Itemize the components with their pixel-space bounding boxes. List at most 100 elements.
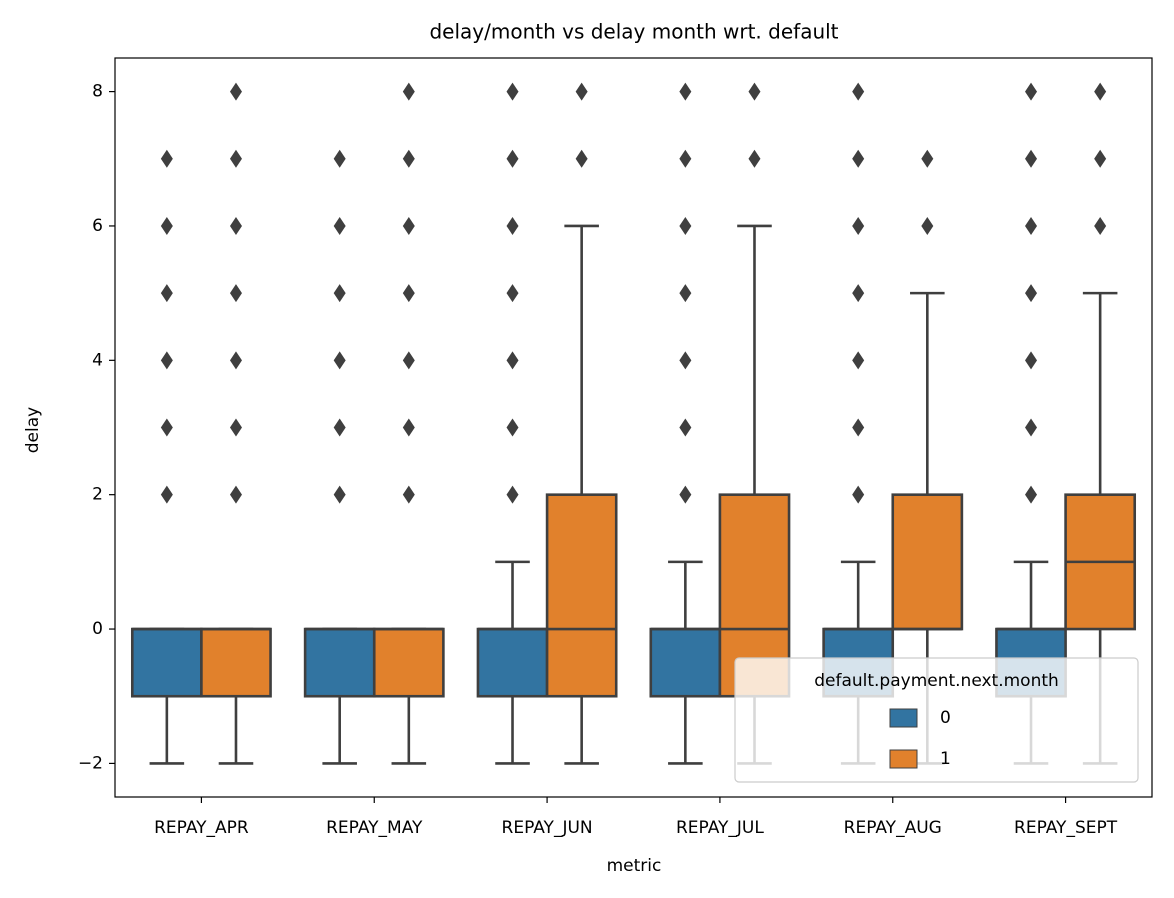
box bbox=[130, 627, 203, 698]
y-tick-label: 2 bbox=[92, 485, 103, 505]
outlier bbox=[506, 149, 519, 168]
x-tick-label: REPAY_MAY bbox=[326, 818, 423, 838]
outlier bbox=[333, 149, 346, 168]
outlier bbox=[506, 216, 519, 235]
outlier bbox=[1025, 284, 1038, 303]
y-tick-label: 6 bbox=[92, 216, 103, 236]
box bbox=[200, 627, 272, 698]
legend-title: default.payment.next.month bbox=[814, 671, 1059, 691]
outlier bbox=[679, 216, 692, 235]
outlier bbox=[748, 82, 761, 101]
outlier bbox=[575, 82, 588, 101]
outlier bbox=[402, 216, 415, 235]
outlier bbox=[1094, 149, 1107, 168]
outlier bbox=[160, 284, 173, 303]
outlier bbox=[160, 216, 173, 235]
x-tick-label: REPAY_JUL bbox=[676, 818, 764, 838]
outlier bbox=[679, 284, 692, 303]
outlier bbox=[229, 418, 242, 437]
legend-label: 1 bbox=[940, 749, 951, 769]
outlier bbox=[229, 284, 242, 303]
box bbox=[303, 627, 376, 698]
x-axis-label: metric bbox=[607, 856, 662, 876]
outlier bbox=[1094, 216, 1107, 235]
box bbox=[476, 627, 549, 698]
outlier bbox=[921, 149, 934, 168]
outlier bbox=[229, 149, 242, 168]
outlier bbox=[506, 485, 519, 504]
outlier bbox=[402, 418, 415, 437]
outlier bbox=[229, 351, 242, 370]
outlier bbox=[679, 149, 692, 168]
legend-label: 0 bbox=[940, 708, 951, 728]
outlier bbox=[1025, 82, 1038, 101]
y-tick-label: 4 bbox=[92, 350, 103, 370]
outlier bbox=[1025, 216, 1038, 235]
outlier bbox=[1025, 418, 1038, 437]
outlier bbox=[852, 284, 865, 303]
legend-swatch bbox=[889, 708, 918, 728]
outlier bbox=[402, 82, 415, 101]
outlier bbox=[333, 216, 346, 235]
box-group bbox=[545, 82, 618, 765]
outlier bbox=[160, 149, 173, 168]
box-group bbox=[649, 82, 722, 765]
x-tick-label: REPAY_APR bbox=[154, 818, 249, 838]
outlier bbox=[1025, 149, 1038, 168]
outlier bbox=[506, 351, 519, 370]
x-tick-label: REPAY_SEPT bbox=[1014, 818, 1118, 838]
outlier bbox=[679, 485, 692, 504]
outlier bbox=[506, 418, 519, 437]
x-tick-label: REPAY_JUN bbox=[502, 818, 593, 838]
outlier bbox=[402, 149, 415, 168]
outlier bbox=[748, 149, 761, 168]
outlier bbox=[402, 485, 415, 504]
plot-frame bbox=[114, 57, 1153, 798]
box-group bbox=[1064, 82, 1137, 765]
outlier bbox=[402, 351, 415, 370]
y-tick-label: −2 bbox=[78, 753, 103, 773]
legend-box bbox=[734, 657, 1139, 783]
outlier bbox=[1025, 351, 1038, 370]
outlier bbox=[852, 418, 865, 437]
outlier bbox=[160, 351, 173, 370]
outlier bbox=[852, 82, 865, 101]
box-group bbox=[130, 149, 203, 765]
outlier bbox=[402, 284, 415, 303]
box bbox=[372, 627, 445, 698]
outlier bbox=[333, 485, 346, 504]
chart-title: delay/month vs delay month wrt. default bbox=[429, 20, 838, 44]
outlier bbox=[1025, 485, 1038, 504]
outlier bbox=[1094, 82, 1107, 101]
outlier bbox=[852, 216, 865, 235]
outlier bbox=[852, 149, 865, 168]
outlier bbox=[506, 284, 519, 303]
outlier bbox=[160, 418, 173, 437]
outlier bbox=[229, 485, 242, 504]
box bbox=[891, 493, 964, 631]
outlier bbox=[333, 418, 346, 437]
outlier bbox=[679, 418, 692, 437]
y-tick-label: 0 bbox=[92, 619, 103, 639]
outlier bbox=[679, 82, 692, 101]
box-group bbox=[372, 82, 445, 765]
outlier bbox=[229, 82, 242, 101]
box-group bbox=[200, 82, 272, 765]
box-group bbox=[476, 82, 549, 765]
outlier bbox=[921, 216, 934, 235]
box bbox=[545, 493, 618, 698]
box bbox=[649, 627, 722, 698]
box-group bbox=[303, 149, 376, 765]
outlier bbox=[333, 284, 346, 303]
outlier bbox=[575, 149, 588, 168]
y-tick-label: 8 bbox=[92, 82, 103, 102]
y-axis-label: delay bbox=[23, 407, 43, 453]
outlier bbox=[852, 351, 865, 370]
x-tick-label: REPAY_AUG bbox=[844, 818, 942, 838]
outlier bbox=[229, 216, 242, 235]
box-group bbox=[891, 149, 964, 765]
legend-swatch bbox=[889, 749, 918, 769]
outlier bbox=[506, 82, 519, 101]
outlier bbox=[333, 351, 346, 370]
